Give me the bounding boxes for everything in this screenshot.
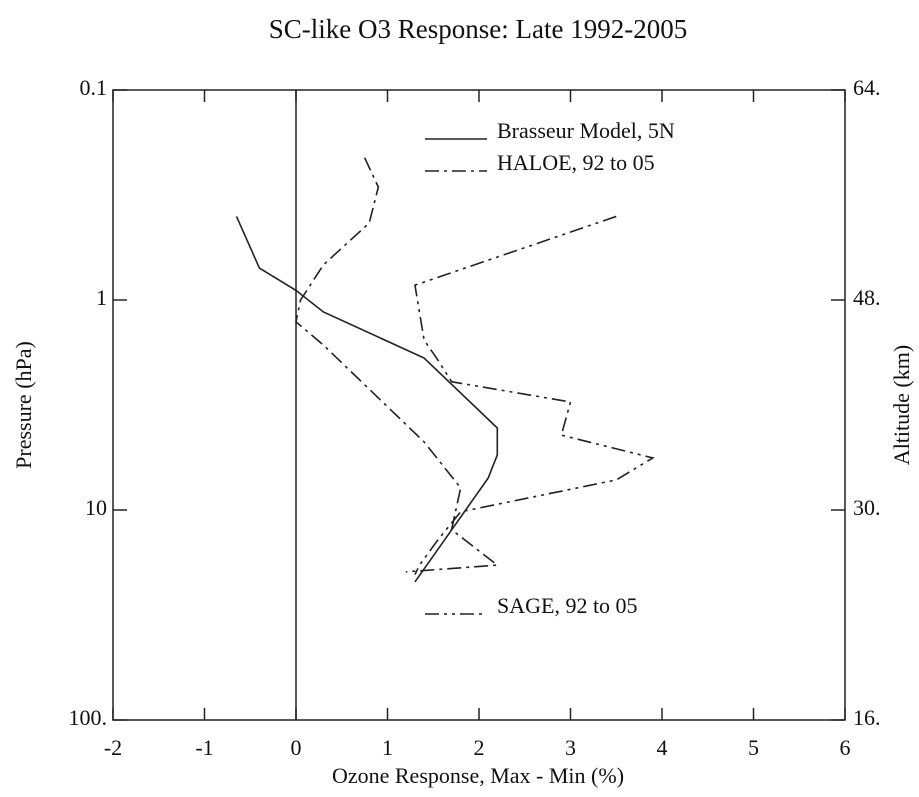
y2-tick-label: 64.: [853, 75, 881, 100]
legend-label: HALOE, 92 to 05: [497, 150, 655, 175]
y2-tick-label: 16.: [853, 705, 881, 730]
y-tick-label: 10: [85, 495, 107, 520]
legend-label: Brasseur Model, 5N: [497, 118, 675, 143]
y-tick-label: 1: [96, 285, 107, 310]
series-line: [235, 216, 499, 583]
x-tick-label: 2: [474, 735, 485, 760]
x-tick-label: -2: [104, 735, 122, 760]
x-tick-label: 6: [840, 735, 851, 760]
legend-label: SAGE, 92 to 05: [497, 593, 638, 618]
plot-frame: [112, 89, 846, 721]
x-tick-label: 4: [657, 735, 668, 760]
x-tick-label: -1: [195, 735, 213, 760]
x-tick-label: 5: [748, 735, 759, 760]
y2-tick-label: 30.: [853, 495, 881, 520]
y-axis-label: Pressure (hPa): [11, 341, 36, 469]
series-line: [414, 215, 655, 575]
series-line: [295, 157, 500, 573]
chart-title: SC-like O3 Response: Late 1992-2005: [269, 14, 687, 44]
y-tick-label: 100.: [69, 705, 108, 730]
x-axis-label: Ozone Response, Max - Min (%): [332, 763, 624, 788]
y2-axis-label: Altitude (km): [889, 345, 914, 465]
x-tick-label: 0: [291, 735, 302, 760]
x-tick-label: 1: [382, 735, 393, 760]
x-tick-label: 3: [565, 735, 576, 760]
y2-tick-label: 48.: [853, 285, 881, 310]
y-tick-label: 0.1: [80, 75, 108, 100]
